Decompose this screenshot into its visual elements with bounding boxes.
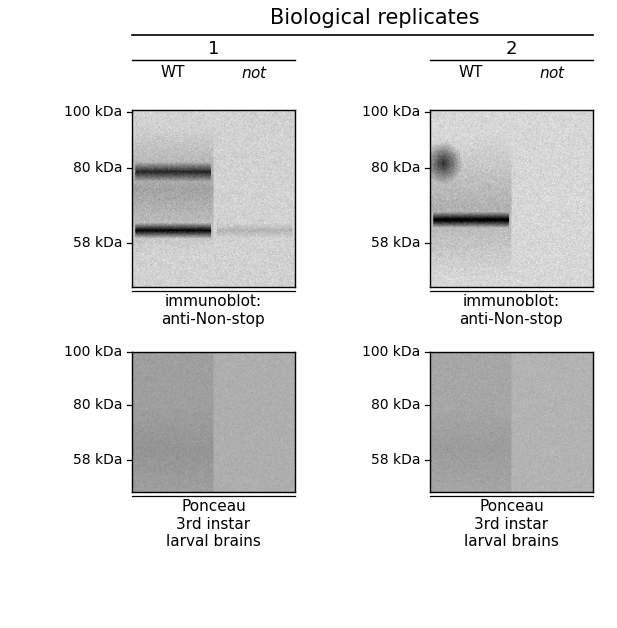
Text: WT: WT	[160, 65, 185, 80]
Text: 58 kDa: 58 kDa	[371, 453, 421, 467]
Text: 100 kDa: 100 kDa	[363, 345, 421, 359]
Text: 80 kDa: 80 kDa	[371, 161, 421, 175]
Text: 58 kDa: 58 kDa	[73, 453, 123, 467]
Text: 80 kDa: 80 kDa	[73, 161, 123, 175]
Text: Ponceau
3rd instar
larval brains: Ponceau 3rd instar larval brains	[464, 499, 559, 549]
Text: 100 kDa: 100 kDa	[363, 105, 421, 119]
Text: 58 kDa: 58 kDa	[73, 236, 123, 250]
Text: Biological replicates: Biological replicates	[270, 8, 479, 28]
Text: $\it{not}$: $\it{not}$	[539, 65, 566, 81]
Text: 80 kDa: 80 kDa	[371, 398, 421, 412]
Text: 2: 2	[506, 40, 517, 58]
Text: $\it{not}$: $\it{not}$	[241, 65, 268, 81]
Text: Ponceau
3rd instar
larval brains: Ponceau 3rd instar larval brains	[166, 499, 261, 549]
Text: 100 kDa: 100 kDa	[65, 105, 123, 119]
Text: WT: WT	[458, 65, 483, 80]
Text: 58 kDa: 58 kDa	[371, 236, 421, 250]
Text: 1: 1	[208, 40, 219, 58]
Text: immunoblot:
anti-Non-stop: immunoblot: anti-Non-stop	[162, 294, 265, 327]
Text: immunoblot:
anti-Non-stop: immunoblot: anti-Non-stop	[460, 294, 563, 327]
Text: 80 kDa: 80 kDa	[73, 398, 123, 412]
Text: 100 kDa: 100 kDa	[65, 345, 123, 359]
